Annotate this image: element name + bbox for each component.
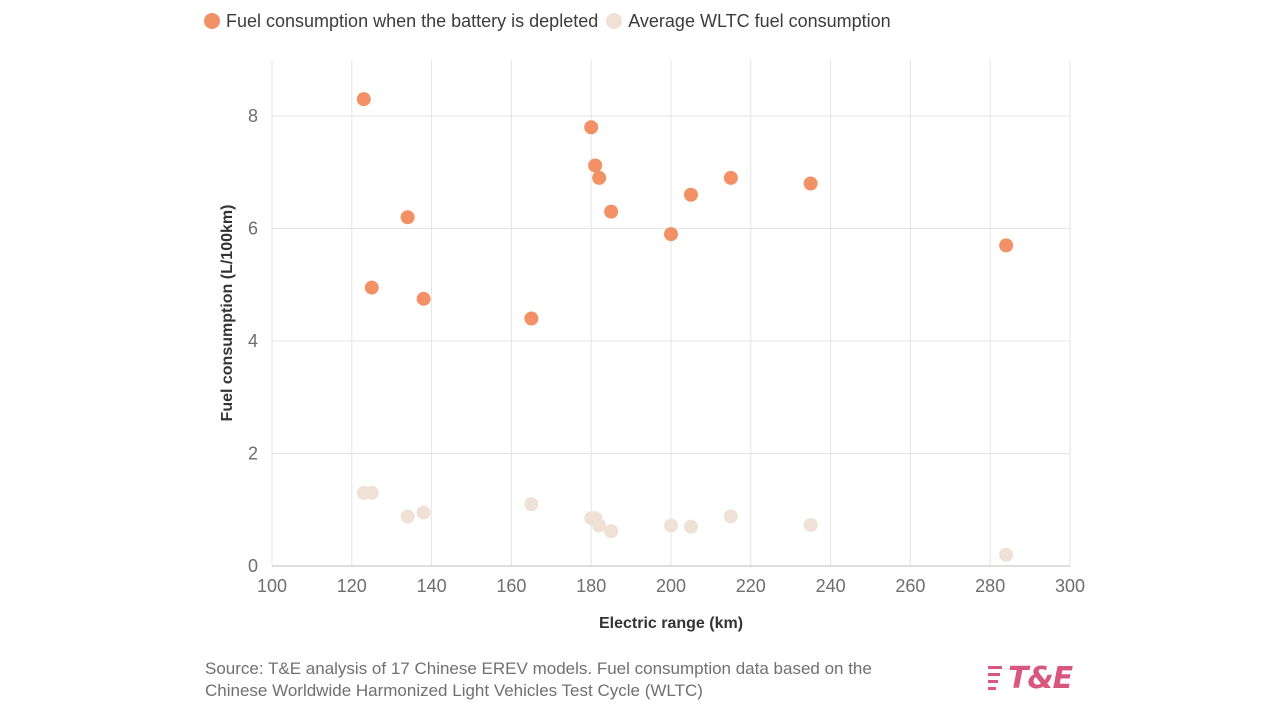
chart-legend: Fuel consumption when the battery is dep… [204, 8, 899, 34]
x-tick-label: 280 [975, 576, 1005, 596]
scatter-chart: 100 120 140 160 180 200 220 240 260 280 300 0 2 4 6 8 E… [219, 60, 1085, 632]
depleted-point[interactable] [723, 170, 738, 185]
depleted-point[interactable] [592, 170, 607, 185]
wltc-point[interactable] [999, 547, 1014, 562]
te-logo: T&E [988, 660, 1073, 696]
y-tick-label: 2 [248, 444, 258, 464]
legend-item-depleted[interactable]: Fuel consumption when the battery is dep… [204, 11, 598, 32]
wltc-point[interactable] [524, 497, 539, 512]
depleted-point[interactable] [803, 176, 818, 191]
logo-text: T&E [1008, 660, 1073, 696]
wltc-point[interactable] [416, 505, 431, 520]
x-tick-label: 220 [736, 576, 766, 596]
y-tick-label: 0 [248, 556, 258, 576]
x-tick-label: 240 [816, 576, 846, 596]
x-tick-label: 140 [417, 576, 447, 596]
x-tick-label: 180 [576, 576, 606, 596]
legend-item-wltc[interactable]: Average WLTC fuel consumption [606, 10, 891, 32]
depleted-point[interactable] [416, 291, 431, 306]
x-tick-label: 120 [337, 576, 367, 596]
depleted-point[interactable] [524, 311, 539, 326]
source-note: Source: T&E analysis of 17 Chinese EREV … [205, 658, 965, 702]
x-tick-label: 160 [496, 576, 526, 596]
axis-ticks: 100 120 140 160 180 200 220 240 260 280 300 0 2 4 6 8 [248, 106, 1085, 596]
wltc-point[interactable] [604, 524, 619, 539]
depleted-point[interactable] [584, 120, 599, 135]
wltc-point[interactable] [683, 519, 698, 534]
source-line-1: Source: T&E analysis of 17 Chinese EREV … [205, 659, 872, 678]
depleted-point[interactable] [588, 158, 603, 173]
y-tick-label: 4 [248, 331, 258, 351]
depleted-point[interactable] [364, 280, 379, 295]
depleted-point[interactable] [356, 92, 371, 107]
wltc-point[interactable] [723, 509, 738, 524]
legend-swatch-depleted [204, 13, 220, 29]
legend-label-wltc: Average WLTC fuel consumption [628, 10, 891, 31]
depleted-point[interactable] [400, 210, 415, 225]
wltc-point[interactable] [400, 509, 415, 524]
x-tick-label: 200 [656, 576, 686, 596]
depleted-point[interactable] [604, 204, 619, 219]
x-axis-label: Electric range (km) [599, 615, 743, 632]
y-tick-label: 8 [248, 106, 258, 126]
wltc-point[interactable] [592, 518, 607, 533]
data-points [356, 92, 1014, 562]
depleted-point[interactable] [999, 238, 1014, 253]
y-tick-label: 6 [248, 219, 258, 239]
legend-swatch-wltc [606, 13, 623, 29]
y-axis-label: Fuel consumption (L/100km) [219, 205, 236, 422]
depleted-point[interactable] [683, 187, 698, 202]
grid-lines [271, 60, 1071, 567]
wltc-point[interactable] [364, 485, 379, 500]
depleted-point[interactable] [664, 227, 678, 242]
x-tick-label: 100 [257, 576, 287, 596]
legend-label-depleted: Fuel consumption when the battery is dep… [226, 10, 599, 31]
wltc-point[interactable] [664, 518, 678, 533]
wltc-point[interactable] [803, 517, 818, 532]
x-tick-label: 260 [895, 576, 925, 596]
source-line-2: Chinese Worldwide Harmonized Light Vehic… [205, 681, 703, 700]
logo-lines-icon [988, 664, 1002, 692]
x-tick-label: 300 [1055, 576, 1085, 596]
